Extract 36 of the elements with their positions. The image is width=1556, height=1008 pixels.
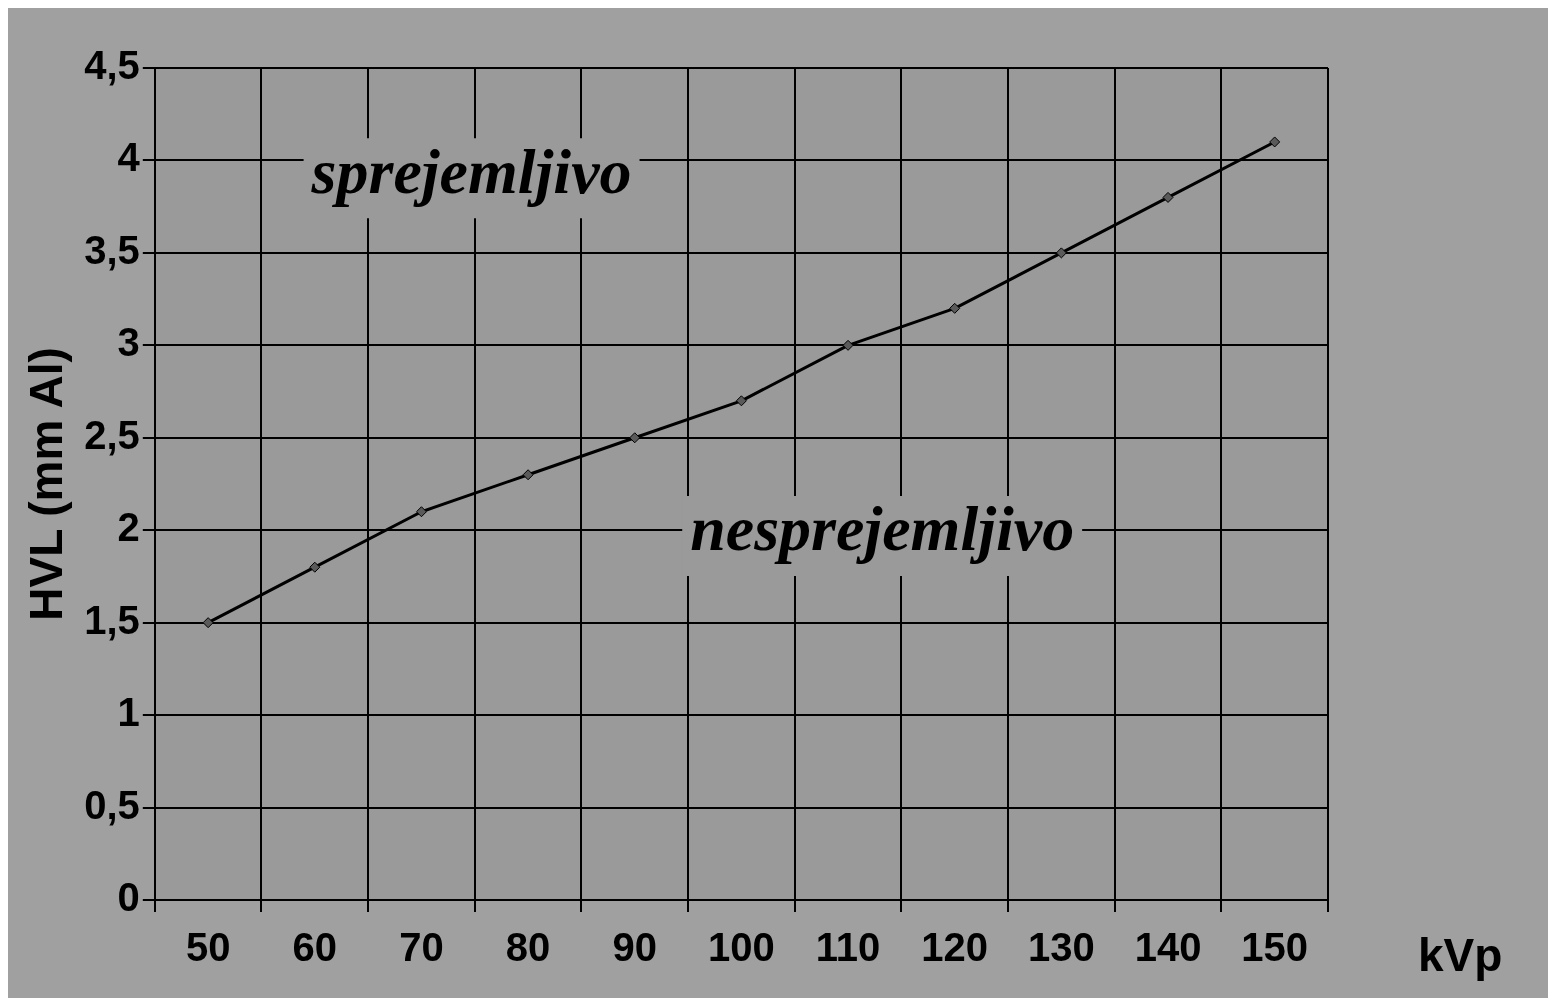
x-tick-label: 110 xyxy=(815,925,881,970)
y-tick-label: 0,5 xyxy=(84,782,140,827)
y-tick-label: 4 xyxy=(117,135,141,180)
point xyxy=(629,432,641,444)
point xyxy=(1162,191,1174,203)
point xyxy=(415,506,427,518)
point xyxy=(1269,136,1281,148)
x-axis-title: kVp xyxy=(1418,928,1503,981)
x-tick-label: 50 xyxy=(185,925,231,970)
x-tick-label: 70 xyxy=(399,925,444,970)
x-tick-label: 120 xyxy=(921,925,989,970)
y-tick-label: 2,5 xyxy=(84,412,140,457)
x-tick-label: 150 xyxy=(1241,925,1309,970)
point xyxy=(842,339,854,351)
y-tick-label: 1,5 xyxy=(84,597,140,642)
x-tick-label: 130 xyxy=(1027,925,1095,970)
y-tick-label: 4,5 xyxy=(84,43,140,88)
point xyxy=(202,617,214,629)
x-tick-label: 140 xyxy=(1134,925,1202,970)
y-tick-label: 3 xyxy=(117,320,140,365)
y-tick-label: 0 xyxy=(117,875,140,920)
y-tick-label: 1 xyxy=(117,690,140,735)
point xyxy=(309,561,321,573)
annotation: nesprejemljivo xyxy=(690,493,1075,565)
point xyxy=(522,469,534,481)
point xyxy=(735,395,747,407)
y-tick-label: 3,5 xyxy=(84,227,140,272)
x-tick-label: 60 xyxy=(292,925,338,970)
point xyxy=(1055,247,1067,259)
x-tick-label: 100 xyxy=(708,925,775,970)
y-axis-title: HVL (mm Al) xyxy=(20,347,73,621)
annotation: sprejemljivo xyxy=(310,135,632,207)
point xyxy=(949,302,961,314)
x-tick-label: 80 xyxy=(505,925,551,970)
y-tick-label: 2 xyxy=(117,505,140,550)
x-tick-label: 90 xyxy=(612,925,657,970)
